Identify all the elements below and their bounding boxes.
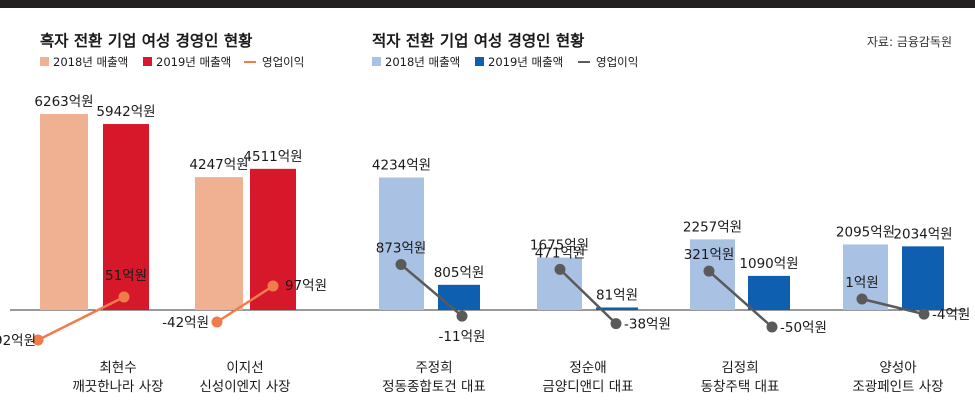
- profit-line-g1-1: [559, 268, 617, 325]
- legend-label-op-left: 영업이익: [262, 55, 304, 69]
- profit-dot-to-g1-3: [918, 308, 930, 320]
- category-title-g0-1: 신성이엔지 사장: [199, 379, 290, 395]
- chart-title-right: 적자 전환 기업 여성 경영인 현황: [372, 31, 584, 50]
- bar-label-2018-g1-2: 2257억원: [683, 219, 742, 235]
- top-bar: [0, 0, 975, 8]
- profit-line-g1-3: [861, 297, 925, 316]
- category-name-g1-2: 김정희: [721, 360, 758, 376]
- bar-label-2018-g0-0: 6263억원: [34, 94, 93, 110]
- category-title-g1-1: 금양디앤디 대표: [542, 379, 633, 395]
- profit-dot-from-g1-2: [703, 265, 715, 277]
- category-name-g0-0: 최현수: [99, 360, 136, 376]
- bar-2019-g0-0: [103, 124, 149, 311]
- profit-label-from-g1-0: 873억원: [376, 241, 427, 257]
- bar-label-2019-g1-0: 805억원: [434, 265, 485, 281]
- legend-label-2019-left: 2019년 매출액: [156, 55, 231, 69]
- bar-2018-g0-1: [195, 177, 243, 310]
- profit-line-g0-1: [216, 284, 274, 324]
- legend-label-2019-right: 2019년 매출액: [488, 55, 563, 69]
- profit-label-from-g0-0: -292억원: [0, 333, 36, 349]
- bar-label-2019-g0-0: 5942억원: [96, 104, 155, 120]
- bar-2019-g1-3: [902, 246, 944, 310]
- bar-label-2019-g1-2: 1090억원: [739, 256, 798, 272]
- profit-dot-from-g1-0: [395, 259, 407, 271]
- profit-label-to-g1-0: -11억원: [439, 329, 486, 345]
- bar-2019-g1-0: [438, 284, 480, 310]
- chart-title-left: 흑자 전환 기업 여성 경영인 현황: [40, 31, 252, 50]
- profit-label-from-g1-2: 321억원: [684, 247, 735, 263]
- profit-dot-to-g0-0: [118, 291, 130, 303]
- profit-label-from-g1-3: 1억원: [845, 275, 878, 291]
- profit-dot-to-g0-1: [267, 280, 279, 292]
- category-title-g1-0: 정동종합토건 대표: [382, 379, 486, 395]
- profit-dot-from-g1-3: [856, 293, 868, 305]
- profit-label-from-g1-1: 471억원: [535, 245, 586, 261]
- legend-label-2018-right: 2018년 매출액: [385, 55, 460, 69]
- bar-2019-g1-1: [596, 307, 638, 310]
- profit-line-g0-0: [37, 295, 125, 342]
- category-title-g1-3: 조광페인트 사장: [852, 379, 943, 395]
- bar-label-2018-g1-3: 2095억원: [836, 224, 895, 240]
- legend-label-op-right: 영업이익: [596, 55, 638, 69]
- profit-label-to-g1-2: -50억원: [780, 320, 827, 336]
- profit-line-g1-2: [708, 270, 773, 328]
- bar-label-2018-g0-1: 4247억원: [189, 157, 248, 173]
- bar-label-2019-g1-1: 81억원: [596, 287, 638, 303]
- legend-swatch-2018-right: [372, 57, 381, 66]
- profit-label-from-g0-1: -42억원: [162, 315, 209, 331]
- category-title-g1-2: 동창주택 대표: [701, 379, 780, 395]
- category-name-g1-0: 주정희: [415, 360, 452, 376]
- category-name-g1-3: 양성아: [879, 360, 917, 376]
- bar-2019-g1-2: [748, 275, 790, 310]
- bar-2018-g1-0: [379, 177, 424, 310]
- source-note: 자료: 금융감독원: [867, 35, 952, 49]
- profit-dot-to-g1-1: [610, 318, 622, 330]
- legend-swatch-2019-left: [143, 57, 152, 66]
- profit-dot-to-g1-0: [456, 310, 468, 322]
- profit-dot-from-g1-1: [554, 263, 566, 275]
- profit-label-to-g0-0: 51억원: [105, 268, 147, 284]
- bar-label-2019-g1-3: 2034억원: [893, 226, 952, 242]
- legend-swatch-2019-right: [475, 57, 484, 66]
- category-name-g0-1: 이지선: [226, 360, 263, 376]
- legend-swatch-2018-left: [40, 57, 49, 66]
- category-name-g1-1: 정순애: [569, 360, 606, 376]
- bar-label-2018-g1-0: 4234억원: [372, 157, 431, 173]
- legend-label-2018-left: 2018년 매출액: [53, 55, 128, 69]
- profit-label-to-g1-1: -38억원: [624, 317, 671, 333]
- bar-2018-g0-0: [40, 114, 88, 310]
- profit-dot-from-g0-1: [211, 316, 223, 328]
- bar-label-2019-g0-1: 4511억원: [243, 149, 302, 165]
- profit-label-to-g1-3: -4억원: [932, 307, 970, 323]
- profit-label-to-g0-1: 97억원: [285, 278, 327, 294]
- profit-dot-from-g0-0: [32, 334, 44, 346]
- profit-dot-to-g1-2: [766, 321, 778, 333]
- bar-label-2018-g1-1: 1675억원: [530, 238, 589, 254]
- profit-line-g1-0: [400, 263, 463, 318]
- category-title-g0-0: 깨끗한나라 사장: [72, 379, 163, 395]
